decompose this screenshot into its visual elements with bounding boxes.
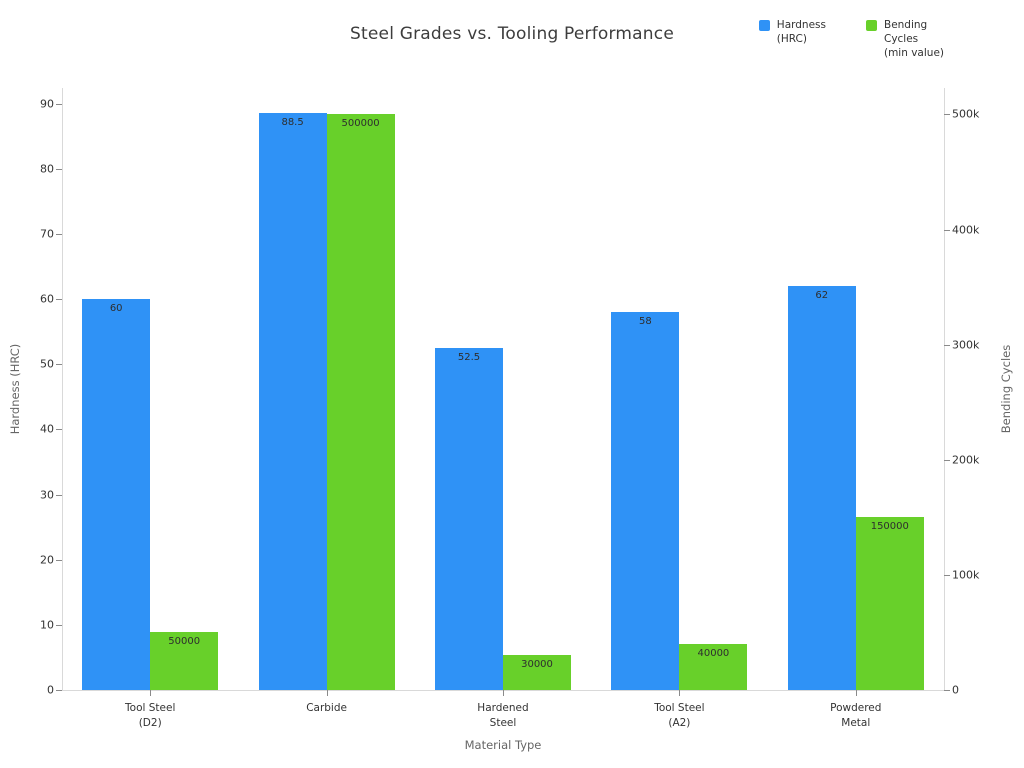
y-tick-label-left: 80 — [40, 162, 54, 176]
legend-item-0[interactable]: Hardness (HRC) — [758, 18, 826, 61]
y-tick-mark-left — [56, 233, 62, 235]
bar-hardness[interactable]: 62 — [787, 286, 856, 690]
bar-value-label: 58 — [639, 316, 652, 328]
y-tick-mark-left — [56, 103, 62, 105]
bar-value-label: 52.5 — [457, 351, 481, 363]
legend-swatch-icon — [865, 20, 877, 31]
bar-value-label: 30000 — [521, 659, 553, 671]
y-tick-label-left: 50 — [40, 357, 54, 371]
x-axis-title: Material Type — [464, 738, 542, 752]
y-tick-label-left: 60 — [40, 292, 54, 306]
legend-swatch-icon — [758, 20, 770, 31]
y-tick-label-right: 200k — [952, 453, 980, 467]
y-tick-label-left: 70 — [40, 227, 54, 241]
y-tick-label-left: 20 — [40, 553, 54, 567]
y-tick-label-right: 100k — [952, 568, 980, 582]
x-tick-mark — [326, 690, 328, 696]
y-tick-mark-left — [56, 364, 62, 366]
y-tick-label-left: 0 — [47, 683, 54, 697]
right-axis-title: Bending Cycles — [999, 344, 1013, 434]
y-tick-mark-right — [944, 574, 950, 576]
legend-label: Hardness (HRC) — [776, 19, 826, 46]
y-tick-label-left: 10 — [40, 618, 54, 632]
bar-value-label: 40000 — [697, 647, 730, 659]
y-tick-mark-left — [56, 494, 62, 496]
bar-bending-cycles[interactable]: 30000 — [503, 655, 571, 690]
y-tick-mark-left — [56, 429, 62, 431]
y-tick-label-right: 400k — [952, 223, 980, 237]
bar-bending-cycles[interactable]: 500000 — [326, 114, 395, 690]
bar-hardness[interactable]: 88.5 — [258, 113, 327, 690]
y-tick-label-left: 40 — [40, 422, 54, 436]
y-tick-label-left: 90 — [40, 97, 54, 111]
y-tick-label-left: 30 — [40, 488, 54, 502]
x-tick-mark — [503, 690, 504, 696]
x-category-label: Tool Steel (A2) — [654, 702, 705, 730]
chart-title: Steel Grades vs. Tooling Performance — [350, 24, 674, 44]
legend-label: Bending Cycles (min value) — [883, 19, 944, 60]
y-tick-mark-left — [56, 690, 62, 691]
y-tick-mark-left — [56, 168, 62, 170]
x-category-label: Carbide — [306, 702, 347, 714]
bar-bending-cycles[interactable]: 50000 — [150, 632, 219, 690]
bar-value-label: 50000 — [168, 636, 201, 648]
bar-value-label: 60 — [109, 303, 123, 315]
bar-value-label: 62 — [815, 290, 829, 302]
legend-item-1[interactable]: Bending Cycles (min value) — [865, 18, 944, 61]
y-tick-mark-left — [56, 624, 62, 626]
y-tick-label-right: 500k — [952, 107, 980, 121]
right-axis-spine — [944, 88, 945, 690]
y-tick-label-right: 300k — [952, 338, 980, 352]
bar-hardness[interactable]: 52.5 — [435, 347, 503, 690]
x-category-label: Hardened Steel — [477, 702, 529, 730]
x-tick-mark — [855, 690, 857, 696]
legend: Hardness (HRC) Bending Cycles (min value) — [758, 18, 944, 61]
y-tick-label-right: 0 — [952, 683, 959, 697]
bar-hardness[interactable]: 60 — [82, 299, 151, 690]
x-category-label: Tool Steel (D2) — [125, 702, 176, 730]
y-tick-mark-right — [944, 344, 950, 346]
bar-hardness[interactable]: 58 — [611, 312, 680, 690]
bar-bending-cycles[interactable]: 150000 — [855, 517, 924, 690]
bar-value-label: 150000 — [870, 521, 909, 533]
y-tick-mark-left — [56, 299, 62, 301]
x-tick-mark — [150, 690, 152, 696]
y-tick-mark-right — [944, 229, 950, 231]
y-tick-mark-right — [944, 459, 950, 461]
bar-bending-cycles[interactable]: 40000 — [679, 643, 748, 690]
left-axis-spine — [62, 88, 63, 690]
bar-value-label: 500000 — [341, 118, 380, 130]
bar-value-label: 88.5 — [281, 117, 304, 129]
y-tick-mark-left — [56, 559, 62, 561]
x-category-label: Powdered Metal — [830, 702, 882, 730]
y-tick-mark-right — [944, 114, 950, 116]
y-tick-mark-right — [944, 690, 950, 691]
x-tick-mark — [679, 690, 681, 696]
